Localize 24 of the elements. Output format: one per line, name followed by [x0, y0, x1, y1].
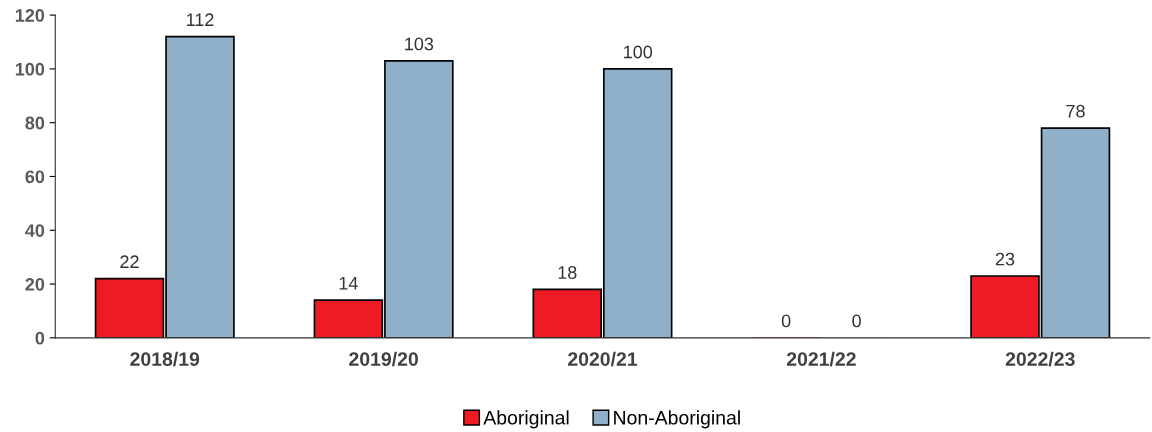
data-label: 14 — [339, 277, 358, 290]
x-tick-label: 2019/20 — [349, 351, 418, 367]
legend-label: Non-Aboriginal — [614, 410, 740, 429]
x-tick-label: 2022/23 — [1005, 351, 1075, 367]
data-label: 103 — [405, 37, 434, 51]
y-tick-label: 120 — [15, 9, 45, 22]
x-tick-label: 2020/21 — [568, 351, 638, 367]
data-label: 100 — [624, 45, 653, 59]
data-label: 78 — [1066, 104, 1085, 118]
y-tick-label: 100 — [15, 62, 45, 76]
data-label: 0 — [852, 314, 861, 328]
y-tick-label: 60 — [25, 170, 45, 184]
y-tick-label: 0 — [35, 331, 45, 345]
y-tick-label: 80 — [25, 116, 45, 130]
x-tick-label: 2021/22 — [786, 351, 856, 367]
data-label: 0 — [781, 314, 791, 328]
x-tick-label: 2018/19 — [130, 351, 200, 367]
data-label: 18 — [558, 266, 577, 279]
data-label: 22 — [120, 255, 139, 268]
legend-label: Aboriginal — [483, 410, 569, 429]
y-tick-label: 20 — [25, 277, 45, 291]
data-label: 23 — [995, 252, 1015, 266]
y-tick-label: 40 — [25, 224, 45, 237]
data-label: 112 — [186, 13, 214, 26]
